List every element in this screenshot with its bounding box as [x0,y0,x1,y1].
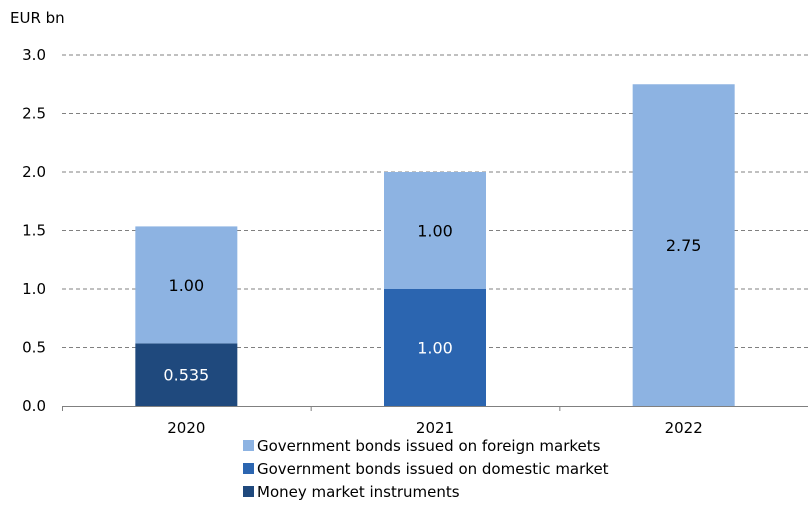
y-tick-label: 2.0 [22,163,46,181]
y-tick-label: 3.0 [22,46,46,64]
data-label: 1.00 [169,276,205,295]
legend-swatch [243,463,254,474]
y-tick-label: 2.5 [22,105,46,123]
y-tick-label: 1.5 [22,222,46,240]
legend-label: Government bonds issued on domestic mark… [257,460,609,478]
y-tick-label: 0.0 [22,397,46,415]
bar-segment [384,172,486,289]
data-label: 0.535 [163,366,209,385]
data-label: 1.00 [417,339,453,358]
data-label: 2.75 [666,236,702,255]
y-tick-label: 0.5 [22,339,46,357]
x-tick-label: 2021 [416,419,454,437]
y-tick-label: 1.0 [22,280,46,298]
legend-swatch [243,440,254,451]
legend-label: Government bonds issued on foreign marke… [257,437,601,455]
y-axis-unit-label: EUR bn [10,9,65,27]
x-tick-label: 2022 [665,419,703,437]
bar-segment [135,343,238,406]
legend-label: Money market instruments [257,483,460,501]
bar-segment [384,289,486,406]
legend-swatch [243,486,254,497]
bar-segment [135,226,238,344]
x-tick-label: 2020 [167,419,205,437]
data-label: 1.00 [417,222,453,241]
bar-segment [632,84,735,406]
